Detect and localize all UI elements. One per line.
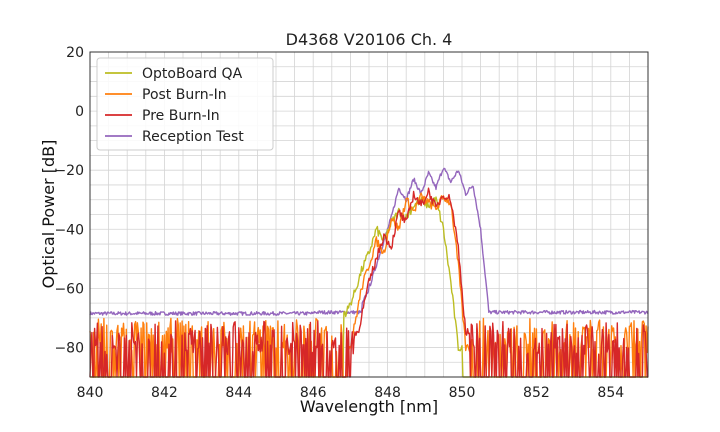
y-tick-label: −60: [54, 281, 84, 297]
legend-label: Pre Burn-In: [142, 108, 220, 124]
legend-label: Reception Test: [142, 129, 244, 145]
legend-label: OptoBoard QA: [142, 66, 243, 82]
x-tick-label: 846: [300, 385, 327, 401]
x-tick-label: 850: [449, 385, 476, 401]
tick-labels: 840 842 844 846 848 850 852 854 20 0 −20 −40 −60 −80: [54, 45, 624, 401]
plot-frame: [89, 51, 649, 378]
x-axis-title: Wavelength [nm]: [300, 397, 438, 416]
series-line-reception-test: [89, 167, 649, 316]
x-tick-label: 840: [77, 385, 104, 401]
y-axis-title: Optical Power [dB]: [39, 140, 58, 289]
legend-box: [96, 57, 274, 151]
y-tick-label: −40: [54, 222, 84, 238]
y-tick-label: 0: [75, 104, 84, 120]
x-tick-label: 854: [597, 385, 624, 401]
x-tick-label: 848: [374, 385, 401, 401]
x-tick-label: 842: [151, 385, 178, 401]
chart-title: D4368 V20106 Ch. 4: [286, 30, 453, 49]
legend: OptoBoard QA Post Burn-In Pre Burn-In Recep…: [96, 57, 274, 151]
y-tick-label: 20: [66, 45, 84, 61]
y-tick-label: −20: [54, 163, 84, 179]
legend-label: Post Burn-In: [142, 87, 227, 103]
x-tick-label: 844: [225, 385, 252, 401]
y-tick-label: −80: [54, 340, 84, 356]
x-tick-label: 852: [523, 385, 550, 401]
